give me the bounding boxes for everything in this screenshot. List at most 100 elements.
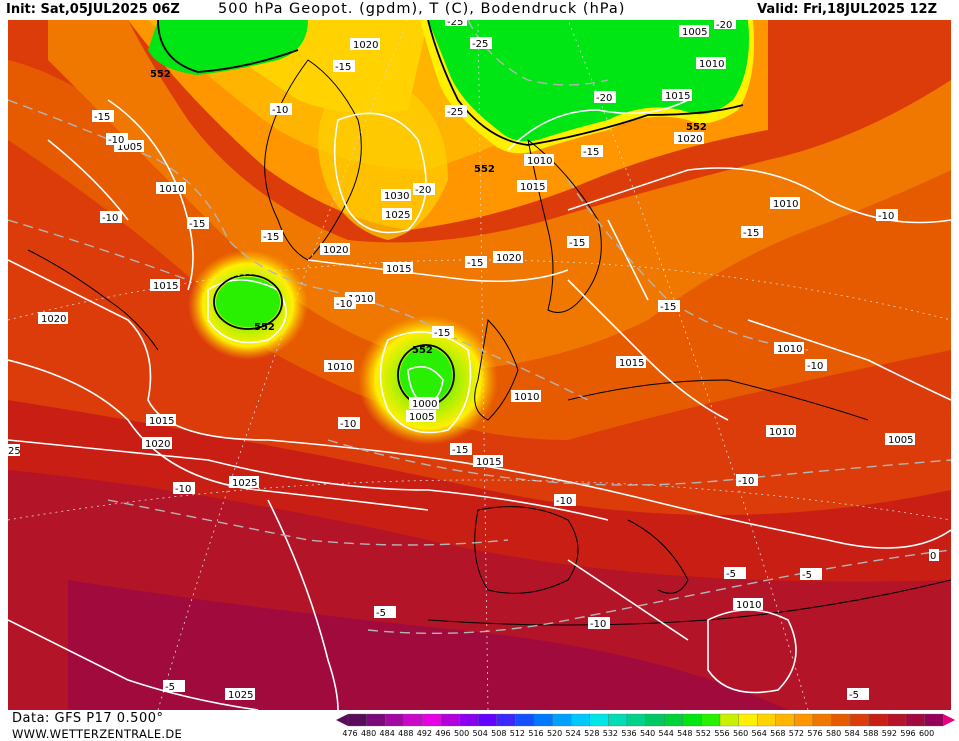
geopot-552 xyxy=(157,20,744,406)
pressure-label: 1015 xyxy=(619,358,644,369)
scale-swatch xyxy=(701,713,721,727)
scale-swatch xyxy=(571,713,590,727)
scale-swatch xyxy=(887,713,907,727)
temp-label: -15 xyxy=(467,258,483,269)
scale-swatch xyxy=(478,713,497,727)
scale-swatch xyxy=(664,713,683,727)
pressure-label: 1010 xyxy=(777,344,802,355)
scale-swatch xyxy=(459,713,479,727)
geopot-label: 552 xyxy=(254,322,275,333)
temp-label: -25 xyxy=(447,20,463,28)
temp-label: -20 xyxy=(716,20,732,31)
website-credit: WWW.WETTERZENTRALE.DE xyxy=(12,727,183,741)
temp-label: -20 xyxy=(415,185,431,196)
scale-value-label: 584 xyxy=(844,729,860,738)
geopot-label: 552 xyxy=(686,122,707,133)
pressure-label: 1015 xyxy=(665,91,690,102)
temp-label: -15 xyxy=(94,112,110,123)
temp-label: -5 xyxy=(849,690,859,701)
temp-label: -15 xyxy=(335,62,351,73)
temp-label: -15 xyxy=(660,302,676,313)
scale-value-label: 536 xyxy=(621,729,637,738)
scale-value-label: 524 xyxy=(565,729,581,738)
scale-swatch xyxy=(385,713,404,727)
pressure-label: 1015 xyxy=(149,416,174,427)
trough-north xyxy=(428,20,749,142)
scale-swatch xyxy=(775,713,795,727)
trough-northwest xyxy=(148,20,308,75)
pressure-label-box xyxy=(350,38,380,50)
geopot-label: 552 xyxy=(474,164,495,175)
temp-label: -15 xyxy=(189,219,205,230)
temp-label: -10 xyxy=(340,419,356,430)
scale-swatch xyxy=(850,713,869,727)
temp-label: -10 xyxy=(108,135,124,146)
edge-label: 25 xyxy=(8,446,21,457)
pressure-label: 1015 xyxy=(476,457,501,468)
pressure-label: 1010 xyxy=(736,600,761,611)
scale-value-label: 480 xyxy=(360,729,377,738)
temp-label: -10 xyxy=(102,213,118,224)
scale-swatch xyxy=(347,713,367,727)
temp-label: -5 xyxy=(376,608,386,619)
scale-value-label: 476 xyxy=(342,729,358,738)
temp-label: -15 xyxy=(569,238,585,249)
pressure-label: 1015 xyxy=(386,264,411,275)
pressure-label: 1005 xyxy=(117,142,142,153)
scale-swatch xyxy=(515,713,535,727)
edge-label-group: 25 0 xyxy=(8,444,939,562)
band-584 xyxy=(8,60,951,440)
scandinavia-coast xyxy=(527,138,602,313)
scale-value-label: 532 xyxy=(602,729,619,738)
scale-value-label: 600 xyxy=(918,729,935,738)
temp-label: -25 xyxy=(472,39,488,50)
temp-label: -15 xyxy=(452,445,468,456)
pressure-label: 1025 xyxy=(228,690,253,701)
scale-swatch xyxy=(757,713,776,727)
color-scale xyxy=(336,713,956,727)
scale-value-label: 504 xyxy=(472,729,488,738)
scale-swatch xyxy=(626,713,646,727)
scale-value-label: 596 xyxy=(900,729,916,738)
pressure-label: 1015 xyxy=(520,182,545,193)
scale-swatch xyxy=(719,713,739,727)
scale-swatch xyxy=(552,713,572,727)
temp-label: -10 xyxy=(336,299,352,310)
pressure-label: 1010 xyxy=(769,427,794,438)
scale-value-label: 576 xyxy=(807,729,823,738)
pressure-label: 1020 xyxy=(677,134,702,145)
weather-map: 1020 1005 1010 1015 1020 1030 1025 1020 … xyxy=(8,20,951,710)
pressure-label: 1005 xyxy=(682,27,707,38)
pressure-label: 1010 xyxy=(159,184,184,195)
scale-swatch xyxy=(812,713,832,727)
pressure-label: 1010 xyxy=(327,362,352,373)
pressure-label: 1000 xyxy=(412,399,437,410)
scale-swatch xyxy=(422,713,442,727)
scale-value-label: 580 xyxy=(825,729,842,738)
temp-label: -5 xyxy=(802,570,812,581)
pressure-label: 1030 xyxy=(384,191,409,202)
color-scale-labels: 476 480 484 488 492 496 500 504 508 512 516 520 524 5… xyxy=(336,729,956,740)
pressure-label: 1020 xyxy=(353,40,378,51)
italy-coast xyxy=(627,519,689,594)
pressure-label: 1020 xyxy=(496,253,521,264)
pressure-label: 1010 xyxy=(348,294,373,305)
scale-value-label: 520 xyxy=(546,729,563,738)
scale-value-label: 488 xyxy=(398,729,414,738)
temp-label: -20 xyxy=(596,93,612,104)
scale-value-label: 512 xyxy=(509,729,526,738)
scale-value-label: 516 xyxy=(528,729,544,738)
scale-value-label: 484 xyxy=(379,729,395,738)
scale-value-label: 588 xyxy=(863,729,879,738)
temp-label: -10 xyxy=(272,105,288,116)
scale-value-label: 564 xyxy=(751,729,767,738)
pressure-label-group: 1020 1005 1010 1015 1020 1030 1025 1020 … xyxy=(38,25,915,701)
temp-label: -15 xyxy=(583,147,599,158)
temp-label: -15 xyxy=(263,232,279,243)
scale-swatch xyxy=(831,713,851,727)
scale-value-label: 544 xyxy=(658,729,674,738)
temp-label: -25 xyxy=(447,107,463,118)
europe-coast xyxy=(567,379,869,421)
footer-bar: Data: GFS P17 0.500° WWW.WETTERZENTRALE.… xyxy=(0,710,959,741)
scale-swatch xyxy=(440,713,460,727)
